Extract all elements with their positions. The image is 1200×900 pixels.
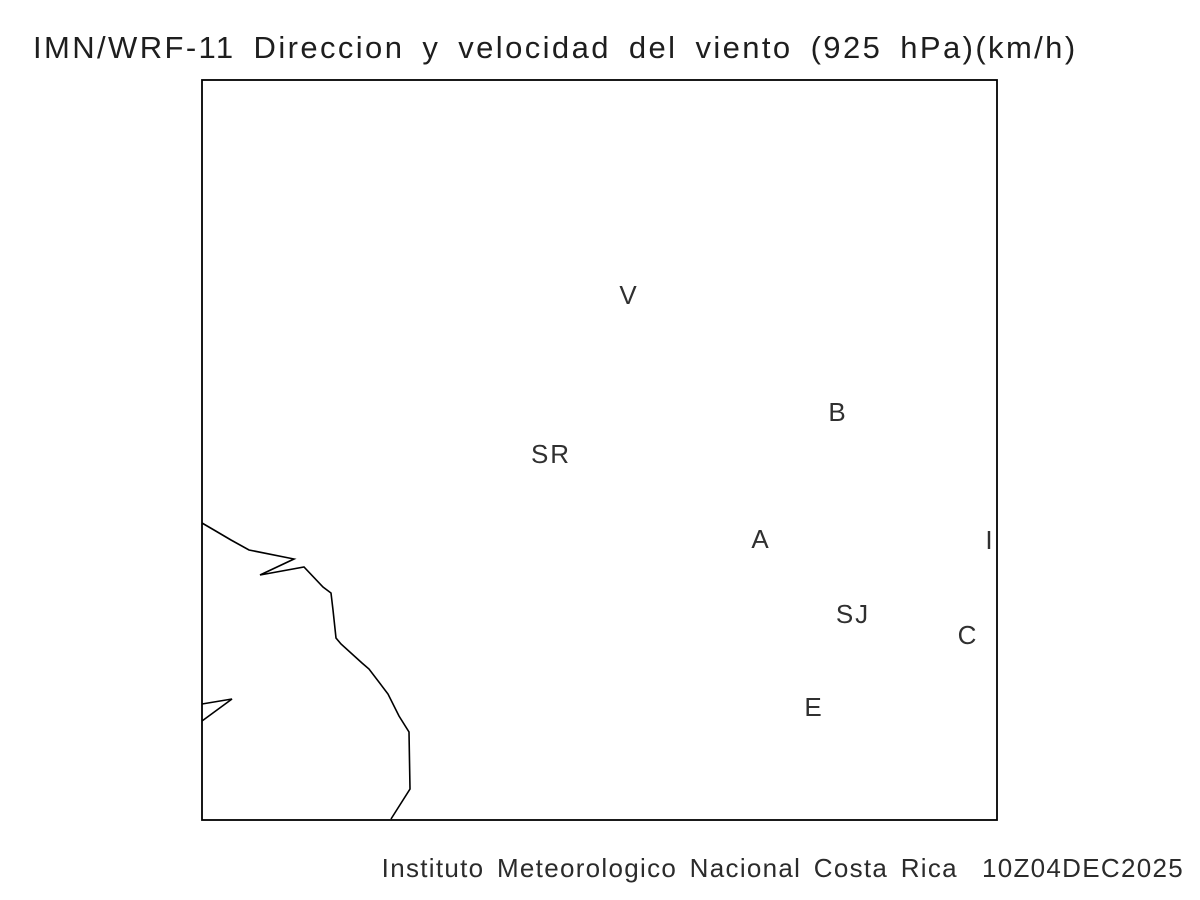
station-label-B: B xyxy=(828,397,848,427)
station-label-V: V xyxy=(619,280,639,310)
coastline-path-2 xyxy=(201,698,233,722)
station-label-SJ: SJ xyxy=(835,599,871,629)
station-label-I: I xyxy=(985,525,995,555)
coastline-path-1 xyxy=(201,522,411,820)
station-label-A: A xyxy=(751,524,771,554)
timestamp-label: 10Z04DEC2025 xyxy=(981,853,1184,883)
figure-title: IMN/WRF-11 Direccion y velocidad del vie… xyxy=(33,30,1078,65)
plot-border xyxy=(201,79,998,821)
station-label-E: E xyxy=(804,692,824,722)
station-label-C: C xyxy=(957,620,979,650)
institution-label: Instituto Meteorologico Nacional Costa R… xyxy=(381,853,958,883)
figure-caption: Instituto Meteorologico Nacional Costa R… xyxy=(382,853,1184,884)
station-label-SR: SR xyxy=(530,439,572,469)
